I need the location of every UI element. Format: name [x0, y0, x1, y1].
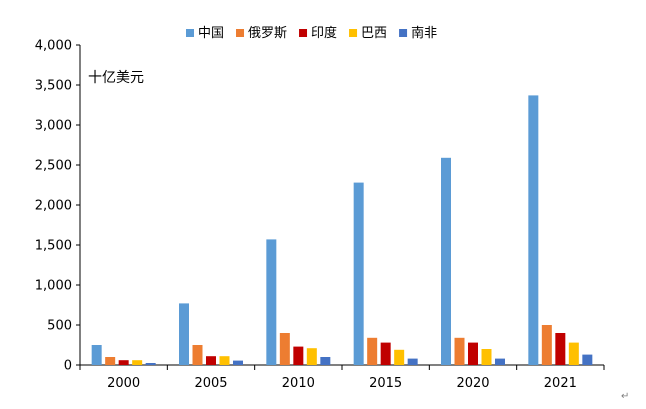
y-tick-label: 1,000: [35, 279, 72, 294]
bar: [91, 345, 102, 365]
y-tick-label: 4,000: [35, 39, 72, 54]
bar: [118, 360, 129, 365]
bar: [555, 333, 566, 365]
x-tick-label: 2010: [282, 376, 315, 391]
bar: [528, 95, 539, 366]
y-tick-label: 0: [64, 359, 72, 374]
bar: [279, 333, 290, 365]
bar: [353, 182, 364, 365]
bar: [495, 358, 505, 365]
legend-swatch: [399, 29, 408, 37]
y-tick-label: 3,000: [35, 119, 72, 134]
y-tick-label: 500: [47, 319, 72, 334]
bars: [91, 95, 593, 366]
bar: [568, 342, 579, 365]
bar: [145, 363, 156, 365]
y-tick-label: 2,000: [35, 199, 72, 214]
legend-label: 印度: [311, 25, 337, 41]
x-tick-label: 2000: [107, 376, 140, 391]
legend-label: 俄罗斯: [248, 26, 287, 41]
x-tick-label: 2005: [194, 376, 227, 391]
y-tick-label: 2,500: [35, 159, 72, 174]
y-axis: 0 500 1,000 1,500 2,000 2,500 3,000 3,500 4,000: [35, 39, 81, 374]
bar: [192, 345, 203, 365]
bar: [266, 239, 277, 365]
y-tick-label: 3,500: [35, 79, 72, 94]
x-axis: 2000 2005 2010 2015 2020 2021: [79, 364, 605, 391]
bar: [132, 360, 143, 365]
legend: 中国 俄罗斯 印度 巴西 南非: [186, 25, 437, 41]
bar: [105, 357, 116, 365]
bar: [206, 356, 216, 365]
paragraph-mark: ↵: [621, 391, 629, 402]
bar: [380, 342, 391, 365]
y-tick-label: 1,500: [35, 239, 72, 254]
bar: [293, 346, 304, 365]
bar: [306, 348, 317, 365]
bar: [454, 337, 465, 365]
legend-swatch: [236, 29, 245, 37]
legend-swatch: [186, 29, 194, 37]
bar: [407, 358, 418, 365]
legend-label: 巴西: [361, 26, 387, 41]
bar: [541, 325, 552, 365]
bar: [219, 356, 230, 365]
x-tick-label: 2021: [544, 376, 577, 391]
bar: [367, 337, 378, 365]
x-tick-label: 2020: [456, 376, 489, 391]
bar: [582, 354, 593, 365]
legend-swatch: [299, 29, 308, 37]
legend-swatch: [349, 29, 358, 37]
legend-label: 南非: [411, 25, 437, 41]
y-axis-unit-label: 十亿美元: [88, 70, 144, 86]
bar: [320, 357, 331, 365]
bar: [394, 349, 405, 365]
bar: [468, 342, 478, 365]
x-tick-label: 2015: [369, 376, 402, 391]
bar: [233, 360, 243, 365]
bar: [179, 303, 189, 365]
bar: [481, 349, 492, 365]
legend-label: 中国: [198, 26, 224, 41]
bar: [441, 157, 451, 365]
